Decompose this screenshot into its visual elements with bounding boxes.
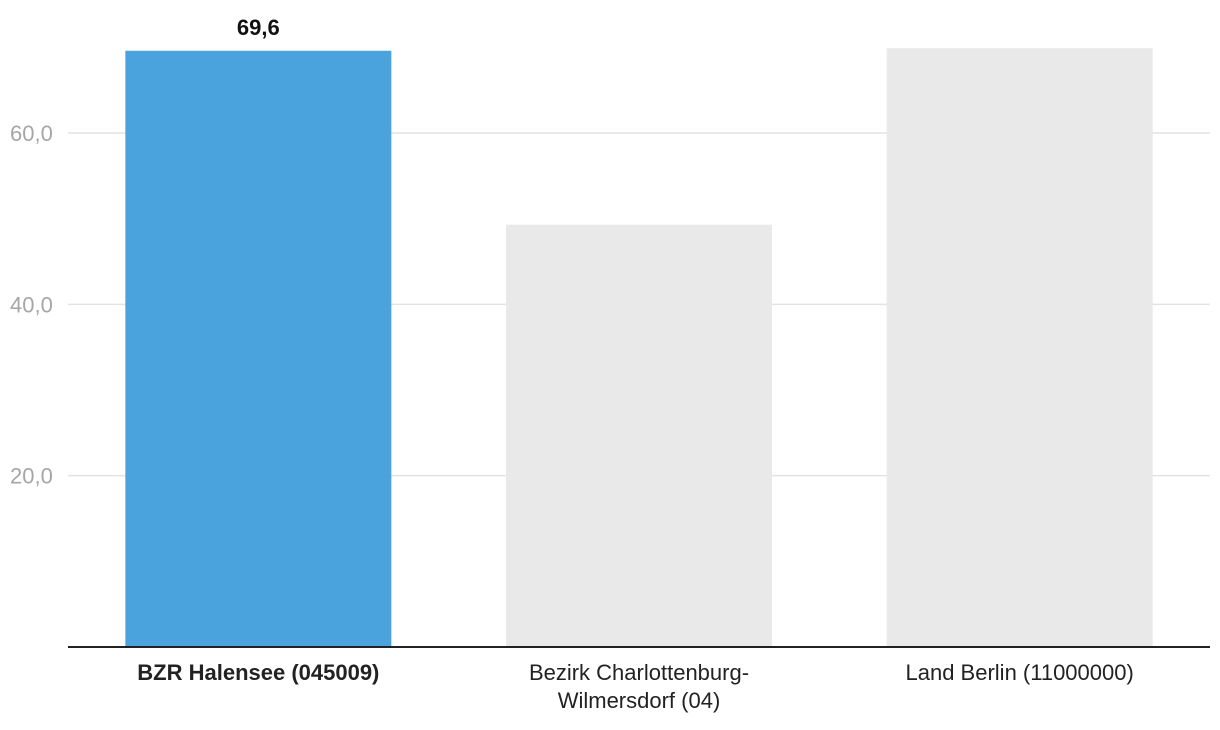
bar-1[interactable] (506, 224, 772, 647)
category-label-1-line-0: Bezirk Charlottenburg- (529, 660, 749, 685)
category-label-2-line-0: Land Berlin (11000000) (906, 660, 1134, 685)
bar-2[interactable] (886, 48, 1153, 647)
bar-layer (125, 48, 1153, 647)
category-label-0-line-0: BZR Halensee (045009) (137, 660, 379, 685)
value-label-0: 69,6 (237, 15, 280, 40)
category-label-1: Bezirk Charlottenburg- Wilmersdorf (04) (529, 660, 749, 713)
y-tick-label-2: 60,0 (10, 121, 53, 146)
y-tick-label-0: 20,0 (10, 464, 53, 489)
label-layer: 20,0 40,0 60,0 69,6 BZR Halensee (045009) Bez… (10, 15, 1134, 713)
y-tick-label-1: 40,0 (10, 292, 53, 317)
bar-0[interactable] (125, 50, 392, 647)
category-label-0: BZR Halensee (045009) (137, 660, 379, 685)
category-label-2: Land Berlin (11000000) (906, 660, 1134, 685)
category-label-1-line-1: Wilmersdorf (04) (558, 688, 721, 713)
